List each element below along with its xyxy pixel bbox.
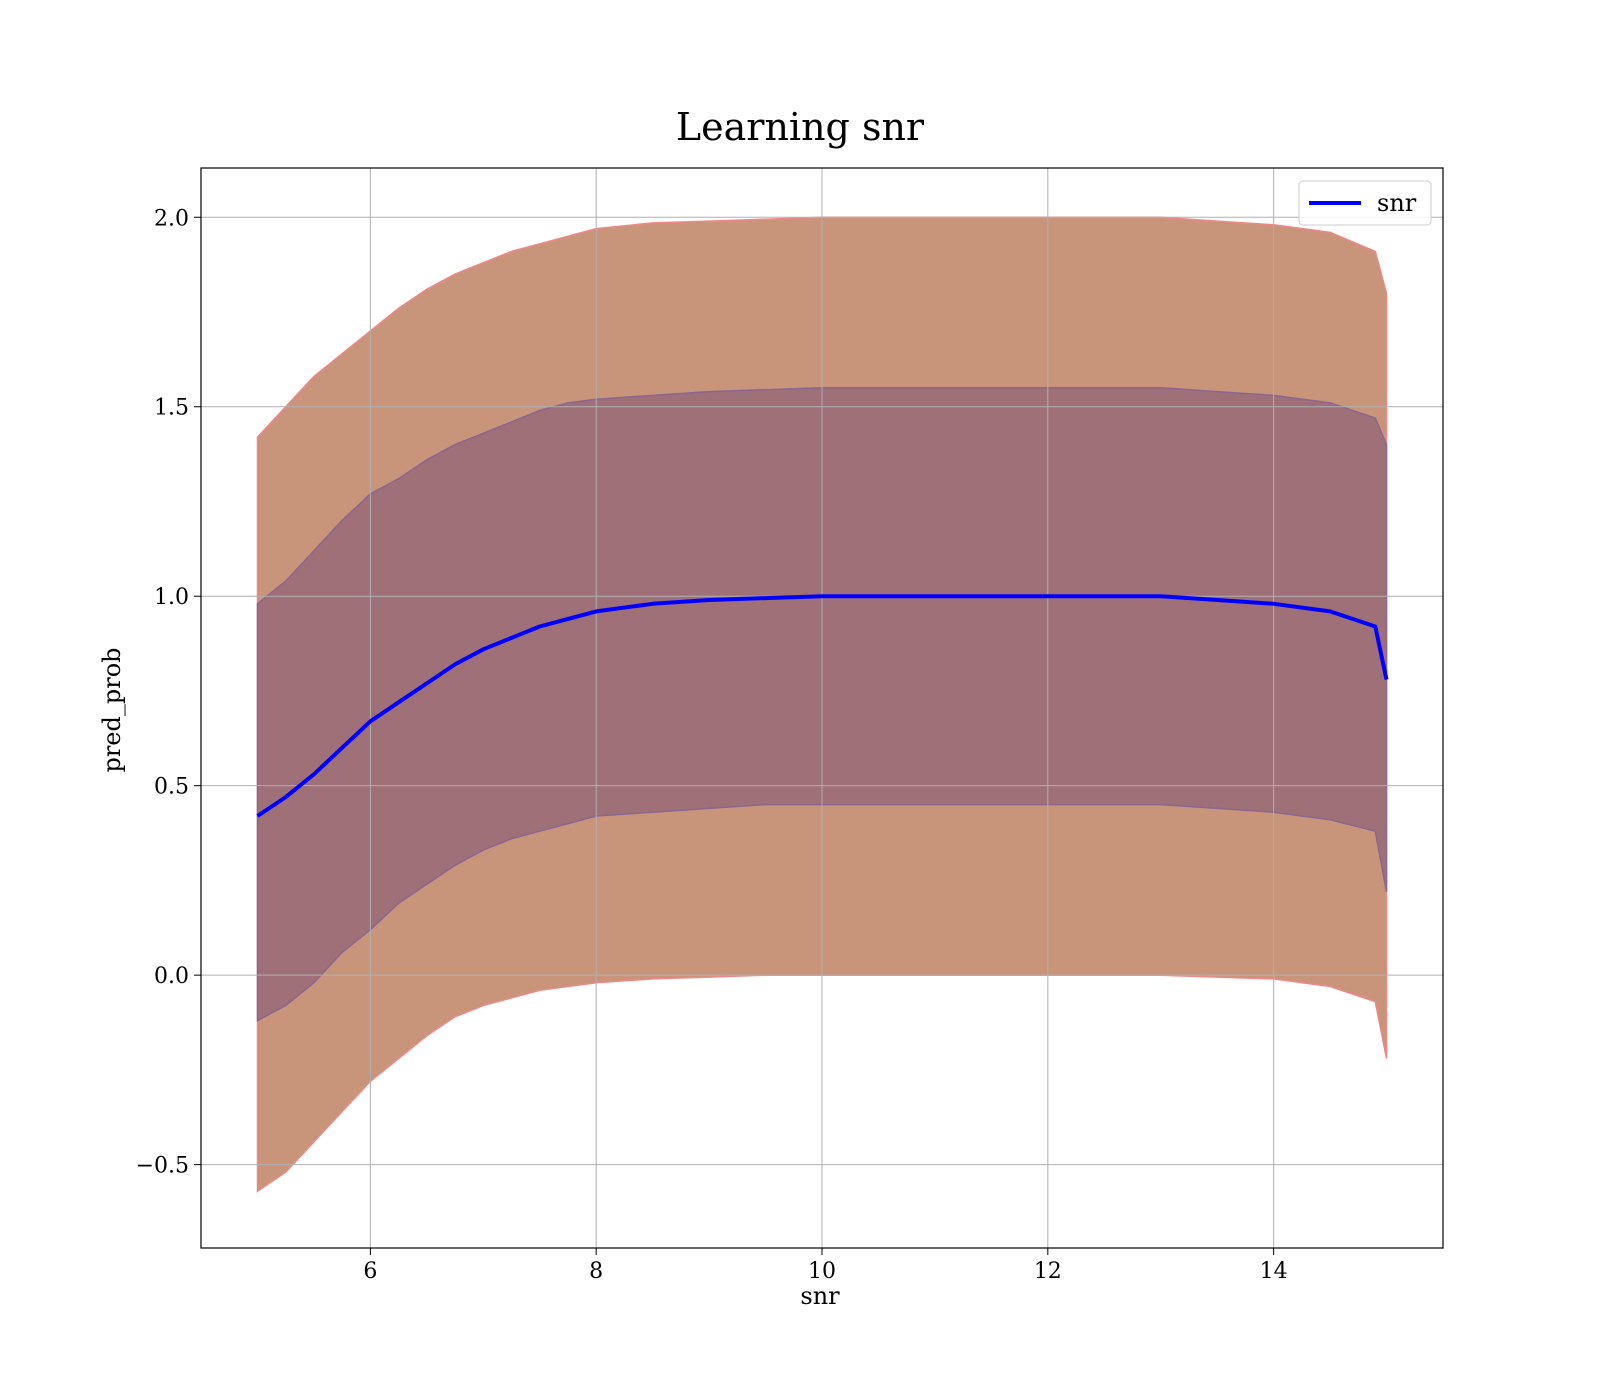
y-tick-label: −0.5: [136, 1154, 189, 1179]
plot-frame: [200, 167, 1444, 1249]
y-tick-label: 1.0: [154, 585, 189, 610]
series-line-snr: [256, 594, 1389, 818]
legend-box: [1298, 180, 1432, 226]
y-tick-label: 2.0: [154, 206, 189, 231]
y-tick-label: 1.5: [154, 396, 189, 421]
y-axis-label: pred_prob: [98, 647, 126, 772]
y-tick-label: 0.0: [154, 964, 189, 989]
x-axis-label: snr: [800, 1282, 840, 1310]
chart-title: Learning snr: [676, 105, 925, 149]
legend-label-snr: snr: [1377, 189, 1417, 217]
plot-area: 6 8 10 12 14 −0.5 0.0 0.5 1.0 1.5 2.0 snr: [136, 167, 1444, 1284]
x-tick-label: 12: [1034, 1259, 1062, 1284]
x-tick-label: 8: [589, 1259, 603, 1284]
x-tick-label: 10: [808, 1259, 836, 1284]
x-tick-label: 14: [1260, 1259, 1288, 1284]
y-tick-label: 0.5: [154, 775, 189, 800]
x-tick-label: 6: [363, 1259, 377, 1284]
